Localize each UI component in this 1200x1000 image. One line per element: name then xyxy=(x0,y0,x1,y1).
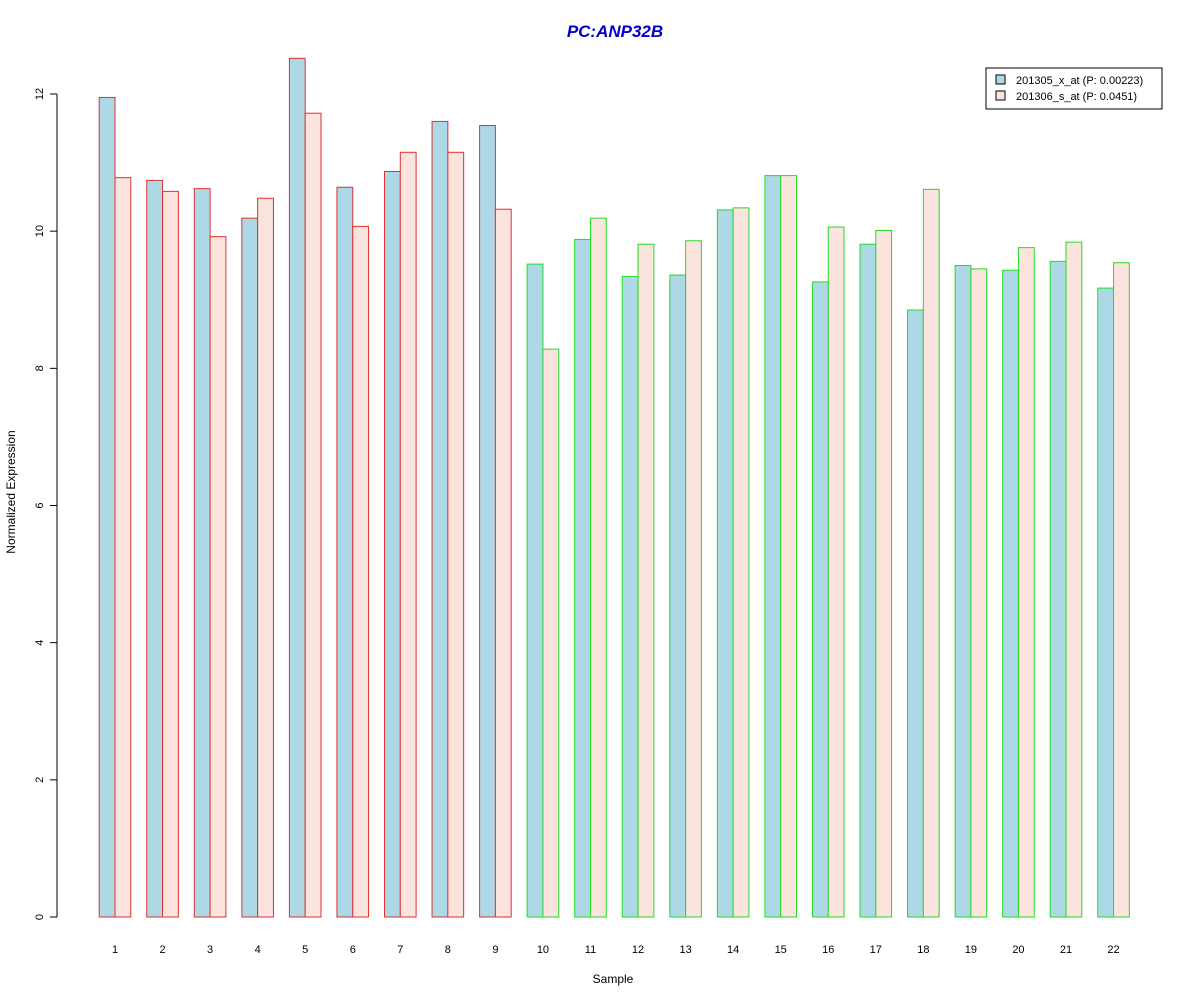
bar-sample-14-series-2 xyxy=(732,207,750,918)
bar-sample-5-series-1 xyxy=(288,57,306,918)
chart-title: PC:ANP32B xyxy=(567,22,663,41)
x-tick-label: 15 xyxy=(775,944,787,956)
bar-sample-12-series-2 xyxy=(637,243,655,918)
x-tick-label: 1 xyxy=(112,944,118,956)
bar-sample-19-series-1 xyxy=(954,264,972,918)
legend: 201305_x_at (P: 0.00223) 201306_s_at (P:… xyxy=(985,67,1163,110)
bar-sample-4-series-1 xyxy=(241,217,259,918)
bar-sample-9-series-2 xyxy=(494,208,512,918)
bar-sample-21-series-1 xyxy=(1049,260,1067,918)
bar-sample-13-series-1 xyxy=(669,274,687,918)
y-tick-label: 0 xyxy=(34,914,46,920)
legend-swatch-series-2 xyxy=(995,90,1006,101)
x-tick-label: 3 xyxy=(207,944,213,956)
bar-sample-3-series-1 xyxy=(193,188,211,918)
bar-sample-10-series-1 xyxy=(526,263,544,918)
x-tick-label: 11 xyxy=(585,944,596,956)
x-tick-label: 14 xyxy=(727,944,739,956)
bar-sample-6-series-1 xyxy=(336,186,354,918)
bar-sample-17-series-1 xyxy=(859,243,877,918)
x-tick-label: 20 xyxy=(1012,944,1024,956)
bar-sample-16-series-1 xyxy=(811,281,829,918)
bar-sample-20-series-2 xyxy=(1017,247,1035,918)
x-axis-label: Sample xyxy=(593,972,634,986)
x-tick-label: 19 xyxy=(965,944,977,956)
x-tick-label: 12 xyxy=(632,944,644,956)
bar-sample-16-series-2 xyxy=(827,226,845,918)
bar-sample-7-series-1 xyxy=(384,171,401,918)
bar-sample-11-series-1 xyxy=(574,238,592,918)
x-tick-label: 6 xyxy=(350,944,356,956)
bar-sample-13-series-2 xyxy=(685,240,702,918)
x-tick-label: 16 xyxy=(822,944,834,956)
bar-sample-2-series-2 xyxy=(162,190,179,918)
bar-sample-1-series-2 xyxy=(114,177,132,918)
bar-sample-21-series-2 xyxy=(1065,241,1083,918)
bar-sample-14-series-1 xyxy=(716,209,734,918)
bar-sample-7-series-2 xyxy=(399,151,417,918)
bar-sample-15-series-2 xyxy=(780,175,798,918)
y-tick-label: 8 xyxy=(34,365,46,371)
x-tick-label: 8 xyxy=(445,944,451,956)
bar-sample-3-series-2 xyxy=(209,236,227,918)
x-tick-label: 5 xyxy=(302,944,308,956)
bar-sample-10-series-2 xyxy=(542,348,560,918)
bar-sample-18-series-2 xyxy=(922,188,940,918)
bar-sample-8-series-1 xyxy=(431,120,449,918)
y-tick-label: 12 xyxy=(34,88,46,100)
x-tick-label: 10 xyxy=(537,944,549,956)
bar-sample-22-series-1 xyxy=(1097,287,1115,918)
legend-swatch-series-1 xyxy=(995,74,1006,85)
legend-label-series-1: 201305_x_at (P: 0.00223) xyxy=(1016,75,1143,87)
x-tick-labels: 1 2 3 4 5 6 7 8 9 10 11 12 13 14 15 16 17 18 19 20 21 22 xyxy=(112,944,1120,956)
y-tick-label: 6 xyxy=(34,502,46,508)
bar-sample-22-series-2 xyxy=(1113,262,1130,918)
bar-sample-5-series-2 xyxy=(304,112,322,918)
x-tick-label: 4 xyxy=(255,944,261,956)
bar-sample-15-series-1 xyxy=(764,175,782,918)
bar-sample-19-series-2 xyxy=(970,268,988,918)
x-tick-label: 22 xyxy=(1107,944,1119,956)
bar-sample-9-series-1 xyxy=(479,125,496,918)
y-tick-label: 2 xyxy=(34,777,46,783)
bar-sample-17-series-2 xyxy=(875,229,893,918)
x-tick-label: 21 xyxy=(1060,944,1072,956)
y-tick-label: 10 xyxy=(34,225,46,237)
bar-sample-1-series-1 xyxy=(98,96,116,918)
y-tick-label: 4 xyxy=(34,640,46,646)
bar-sample-4-series-2 xyxy=(257,197,274,918)
legend-box xyxy=(985,67,1163,110)
y-axis-label: Normalized Expression xyxy=(4,430,18,553)
x-tick-label: 2 xyxy=(159,944,165,956)
bar-sample-2-series-1 xyxy=(146,179,164,918)
bar-sample-8-series-2 xyxy=(447,151,465,918)
legend-label-series-2: 201306_s_at (P: 0.0451) xyxy=(1016,91,1137,103)
x-tick-label: 13 xyxy=(679,944,691,956)
x-tick-label: 9 xyxy=(492,944,498,956)
bar-sample-18-series-1 xyxy=(907,309,924,918)
x-tick-label: 7 xyxy=(397,944,403,956)
bar-sample-20-series-1 xyxy=(1002,269,1019,918)
x-tick-label: 18 xyxy=(917,944,929,956)
bar-sample-6-series-2 xyxy=(352,225,370,918)
bars-group xyxy=(98,57,1130,918)
bar-sample-12-series-1 xyxy=(621,275,639,918)
y-axis: 0 2 4 6 8 10 12 xyxy=(34,88,58,920)
x-tick-label: 17 xyxy=(870,944,882,956)
bar-sample-11-series-2 xyxy=(590,217,607,918)
